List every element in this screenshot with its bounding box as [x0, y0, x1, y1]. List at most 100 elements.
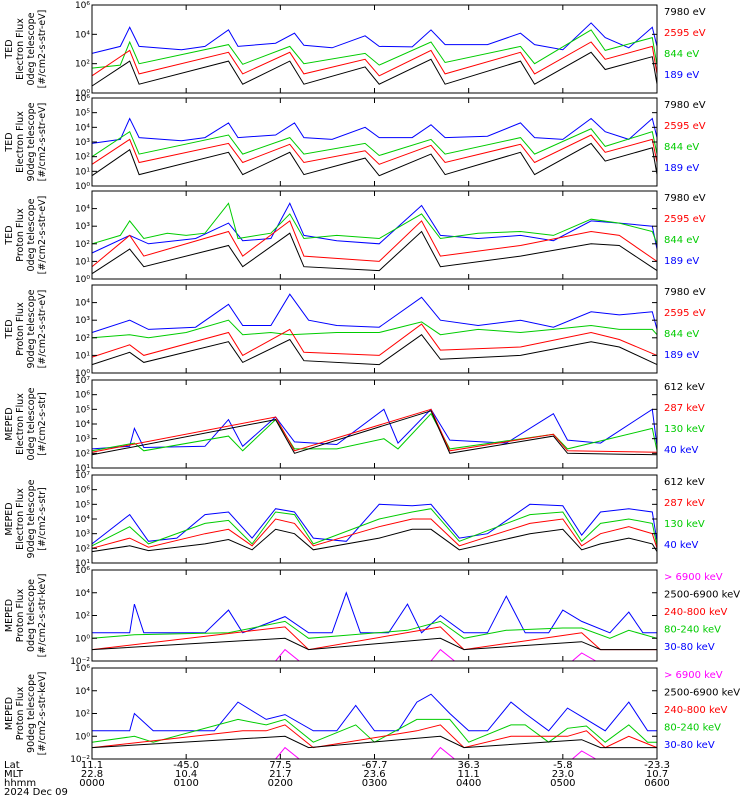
y-tick-label: 10⁷ — [75, 471, 90, 481]
series-line-ted-e-0-3 — [91, 51, 658, 87]
y-tick-label: 10² — [75, 334, 90, 344]
y-tick-label: 10¹ — [75, 257, 90, 267]
y-tick-label: 10⁷ — [75, 376, 90, 386]
legend-entry: 7980 eV — [664, 7, 706, 18]
series-line-ted-e-90-3 — [91, 142, 658, 177]
y-axis-label-line: MEPED — [4, 599, 15, 632]
footer-row-label: Lat — [4, 760, 20, 771]
legend-entry: 7980 eV — [664, 287, 706, 298]
y-axis-label-line: [#/cm2-s-str-eV] — [37, 103, 48, 182]
y-axis-label-line: [#/cm2-s-str-keV] — [37, 574, 48, 658]
footer-lat-value: -5.8 — [553, 760, 573, 771]
legend-entry: 7980 eV — [664, 100, 706, 111]
y-tick-label: 10² — [75, 240, 90, 250]
legend-entry: 844 eV — [664, 235, 699, 246]
y-tick-label: 10⁴ — [75, 515, 90, 525]
series-line-meped-p-90-1 — [91, 718, 657, 743]
y-axis-label-line: Proton Flux — [15, 686, 26, 740]
series-line-meped-e-0-2 — [91, 408, 658, 453]
legend-entry: > 6900 keV — [664, 670, 723, 681]
legend-entry: 7980 eV — [664, 193, 706, 204]
y-tick-label: 10⁴ — [75, 589, 90, 599]
y-tick-label: 10⁴ — [75, 420, 90, 430]
y-axis-label-line: Proton Flux — [15, 208, 26, 262]
footer-hhmm-value: 0300 — [362, 778, 387, 789]
legend-entry: 287 keV — [664, 498, 705, 509]
y-axis-label-line: MEPED — [4, 502, 15, 535]
legend-entry: 240-800 keV — [664, 607, 728, 618]
legend-entry: 612 keV — [664, 477, 705, 488]
y-tick-label: 10⁴ — [75, 205, 90, 215]
legend-entry: 189 eV — [664, 350, 699, 361]
footer-mlt-value: 10.7 — [646, 769, 668, 780]
panel-ted-e-90: 10⁰ 10¹ 10² 10³ 10⁴ 10⁵ 10⁶ TED Electron Flux 90d… — [4, 94, 706, 192]
y-axis-label-line: MEPED — [4, 697, 15, 730]
y-axis-label-line: [#/cm2-s-str] — [37, 392, 48, 455]
legend-entry: 2595 eV — [664, 308, 706, 319]
legend-entry: 130 keV — [664, 519, 705, 530]
legend-entry: 240-800 keV — [664, 705, 728, 716]
y-tick-label: 10² — [75, 710, 90, 720]
y-axis-label-line: 90deg telescope — [26, 102, 37, 181]
y-tick-label: 10⁶ — [75, 1, 90, 11]
legend-entry: 2595 eV — [664, 28, 706, 39]
y-tick-label: 10⁰ — [75, 369, 90, 379]
series-line-ted-e-0-1 — [91, 29, 658, 69]
panel-ted-p-90: 10⁰ 10¹ 10² 10³ 10⁴ TED Proton Flux 90deg teles… — [4, 284, 706, 379]
panel-ted-p-0: 10⁰ 10¹ 10² 10³ 10⁴ TED Proton Flux 0deg telesc… — [4, 190, 706, 285]
series-line-ted-p-0-2 — [91, 220, 658, 268]
legend-entry: 287 keV — [664, 403, 705, 414]
legend-entry: 30-80 keV — [664, 740, 715, 751]
series-line-meped-p-90-3 — [91, 735, 657, 749]
y-axis-label-line: MEPED — [4, 407, 15, 440]
series-line-ted-e-90-2 — [91, 134, 658, 165]
y-tick-label: 10⁶ — [75, 566, 90, 576]
footer-row-label: hhmm — [4, 778, 36, 789]
y-axis-label-line: Electron Flux — [15, 393, 26, 455]
series-line-meped-e-90-2 — [91, 518, 658, 549]
y-tick-label: 10⁻² — [70, 657, 90, 667]
y-axis-label-line: Proton Flux — [15, 588, 26, 642]
footer-row-label: 2024 Dec 09 — [4, 787, 68, 798]
y-tick-label: 10⁰ — [75, 275, 90, 285]
footer-lat-value: -23.3 — [644, 760, 670, 771]
y-axis-label-line: 0deg telescope — [26, 579, 37, 652]
y-tick-label: 10⁵ — [75, 405, 90, 415]
series-line-ted-e-90-0 — [91, 117, 658, 144]
y-tick-label: 10⁰ — [75, 182, 90, 192]
panel-meped-e-0: 10¹ 10² 10³ 10⁴ 10⁵ 10⁶ 10⁷ MEPED Electron Flux 0… — [4, 376, 705, 474]
y-tick-label: 10² — [75, 60, 90, 70]
y-tick-label: 10⁴ — [75, 123, 90, 133]
y-tick-label: 10⁴ — [75, 299, 90, 309]
y-tick-label: 10² — [75, 612, 90, 622]
footer-hhmm-value: 0100 — [173, 778, 198, 789]
y-tick-label: 10¹ — [75, 559, 90, 569]
y-tick-label: 10³ — [75, 138, 90, 148]
y-tick-label: 10⁰ — [75, 634, 90, 644]
footer-mlt-value: 10.4 — [175, 769, 197, 780]
series-line-ted-p-90-2 — [91, 323, 658, 358]
footer-hhmm-value: 0600 — [644, 778, 669, 789]
y-axis-label-line: Electron Flux — [15, 488, 26, 550]
y-axis-label-line: 0deg telescope — [26, 198, 37, 271]
legend-entry: 2500-6900 keV — [664, 688, 740, 699]
legend-entry: 30-80 keV — [664, 642, 715, 653]
y-tick-label: 10⁰ — [75, 89, 90, 99]
y-axis-label-line: TED — [4, 132, 15, 152]
series-line-meped-p-0-0 — [92, 591, 657, 634]
footer-hhmm-value: 0200 — [268, 778, 293, 789]
legend-entry: 2595 eV — [664, 121, 706, 132]
series-line-meped-e-90-3 — [91, 528, 658, 553]
series-line-ted-e-0-2 — [91, 41, 658, 77]
y-tick-label: 10⁶ — [75, 391, 90, 401]
y-axis-label-line: [#/cm2-s-str-eV] — [37, 10, 48, 89]
footer-lat-value: 36.3 — [458, 760, 480, 771]
series-line-ted-p-0-0 — [91, 202, 658, 254]
y-axis-label-line: 90deg telescope — [26, 674, 37, 753]
footer-row-label: MLT — [4, 769, 24, 780]
legend-entry: 189 eV — [664, 256, 699, 267]
series-line-meped-p-90-2 — [91, 724, 658, 749]
footer-hhmm-value: 0500 — [550, 778, 575, 789]
